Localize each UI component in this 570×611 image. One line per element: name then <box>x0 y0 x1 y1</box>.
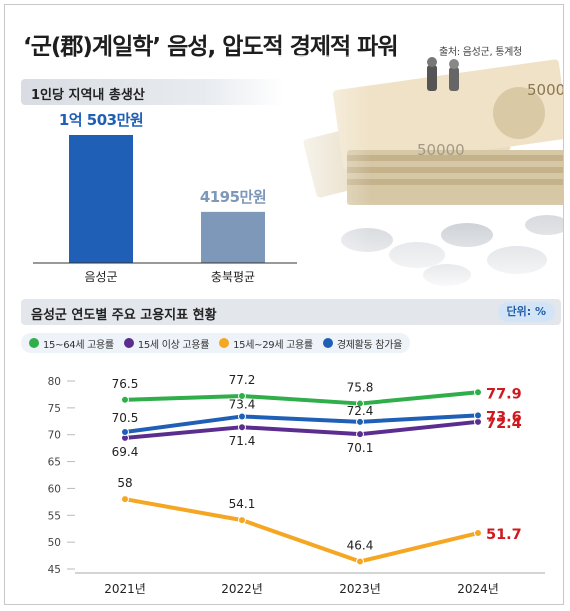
data-label: 73.6 <box>486 409 522 425</box>
data-point <box>356 417 364 426</box>
bar-value-label: 4195만원 <box>200 188 266 206</box>
data-point <box>238 423 246 432</box>
data-point <box>121 495 129 504</box>
y-tick-label: 75 <box>48 403 61 415</box>
data-label: 69.4 <box>112 445 139 459</box>
legend-label: 15세~29세 고용률 <box>233 339 313 351</box>
legend-item: 경제활동 참가율 <box>322 336 403 351</box>
data-label: 73.4 <box>229 397 256 411</box>
x-tick-label: 2023년 <box>339 582 381 596</box>
x-tick-label: 2024년 <box>457 582 499 596</box>
data-point <box>474 388 482 397</box>
legend-label: 15세 이상 고용률 <box>137 339 210 351</box>
data-point <box>121 395 129 404</box>
legend-item: 15세 이상 고용률 <box>123 336 210 351</box>
line-chart: 45 50 55 60 65 70 75 80 2021년 2022년 2023년 2024년 76.5… <box>48 373 545 596</box>
bar-chart-title: 1인당 지역내 총생산 <box>31 88 145 103</box>
data-point <box>121 428 129 437</box>
legend-swatch <box>29 338 39 348</box>
series-line <box>123 497 480 564</box>
legend-swatch <box>322 338 333 348</box>
bar-음성군 <box>69 135 133 263</box>
legend-swatch <box>219 338 230 348</box>
line-chart-header: 음성군 연도별 주요 고용지표 현황 단위: % <box>21 299 561 325</box>
y-tick-label: 50 <box>48 537 61 549</box>
series-line <box>123 413 480 435</box>
data-label: 58 <box>117 476 132 490</box>
data-point <box>238 516 246 525</box>
data-label: 76.5 <box>112 377 139 391</box>
x-tick-label: 2021년 <box>104 582 146 596</box>
data-point <box>238 412 246 421</box>
y-tick-label: 60 <box>48 483 61 495</box>
legend-item: 15세~29세 고용률 <box>219 336 313 351</box>
series-line <box>123 390 480 406</box>
data-label: 54.1 <box>229 497 256 511</box>
data-label: 72.4 <box>486 416 522 432</box>
data-point <box>474 411 482 420</box>
unit-badge: 단위: % <box>497 302 555 322</box>
legend-label: 15~64세 고용률 <box>43 339 114 351</box>
bar-category-label: 충북평균 <box>211 270 255 284</box>
data-point <box>356 557 364 566</box>
data-point <box>238 392 246 401</box>
y-tick-label: 65 <box>48 457 61 469</box>
data-point <box>356 430 364 439</box>
data-label: 72.4 <box>347 404 374 418</box>
bar-충북평균 <box>201 211 265 263</box>
data-label: 70.1 <box>347 441 374 455</box>
data-label: 51.7 <box>486 527 522 543</box>
data-label: 77.9 <box>486 386 522 402</box>
x-tick-label: 2022년 <box>221 582 263 596</box>
bar-category-label: 음성군 <box>84 270 117 284</box>
data-point <box>474 529 482 538</box>
legend-swatch <box>123 338 134 348</box>
data-label: 75.8 <box>347 381 374 395</box>
bar-value-label: 1억 503만원 <box>59 111 143 129</box>
chart-legend: 15~64세 고용률 15세 이상 고용률 15세~29세 고용률 경제활동 참가율 <box>21 333 411 353</box>
data-point <box>356 399 364 408</box>
line-chart-title: 음성군 연도별 주요 고용지표 현황 <box>31 308 217 323</box>
data-label: 46.4 <box>347 538 374 552</box>
data-label: 77.2 <box>229 373 256 387</box>
source-note: 출처: 음성군, 통계청 <box>439 47 522 58</box>
legend-label: 경제활동 참가율 <box>336 339 403 351</box>
y-tick-label: 80 <box>48 376 61 388</box>
bar-chart-header: 1인당 지역내 총생산 <box>21 79 283 105</box>
infographic: ‘군(郡)계일학’ 음성, 압도적 경제적 파워 출처: 음성군, 통계청 50… <box>4 4 564 605</box>
legend-item: 15~64세 고용률 <box>29 336 114 351</box>
y-tick-label: 45 <box>48 564 61 576</box>
series-line <box>123 419 480 440</box>
data-label: 71.4 <box>229 434 256 448</box>
data-label: 70.5 <box>112 411 139 425</box>
money-illustration: 50000 50000 <box>267 55 563 295</box>
y-tick-label: 55 <box>48 510 61 522</box>
y-tick-label: 70 <box>48 430 61 442</box>
